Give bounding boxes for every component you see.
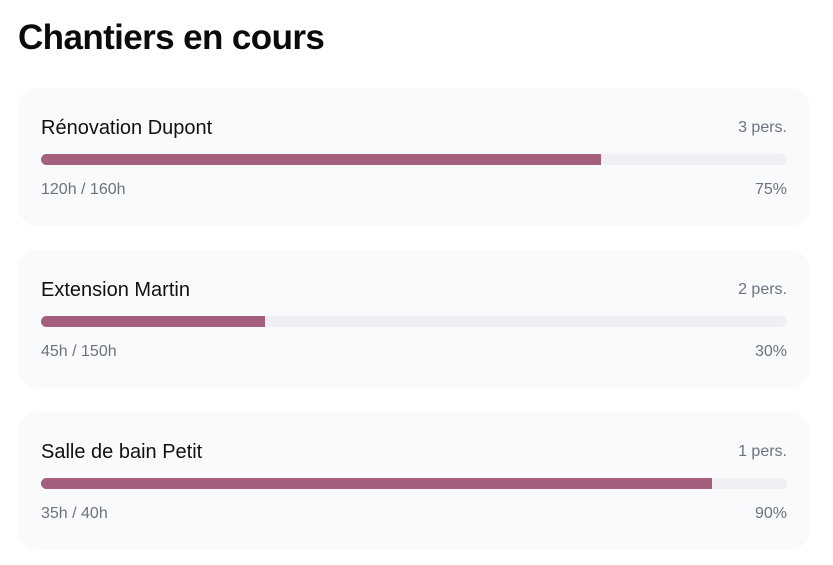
project-hours: 120h / 160h [41,181,126,198]
project-people: 3 pers. [738,119,787,136]
progress-track [41,316,787,327]
progress-fill [41,478,713,489]
project-people: 1 pers. [738,443,787,460]
project-card[interactable]: Salle de bain Petit 1 pers. 35h / 40h 90% [18,412,810,550]
progress-percent: 90% [754,505,787,522]
progress-percent: 75% [754,181,787,198]
project-name: Salle de bain Petit [41,441,203,463]
progress-track [41,478,787,489]
progress-fill [41,316,265,327]
project-hours: 35h / 40h [41,505,108,522]
project-people: 2 pers. [738,281,787,298]
project-card[interactable]: Extension Martin 2 pers. 45h / 150h 30% [18,250,810,388]
project-name: Rénovation Dupont [41,117,213,139]
project-card[interactable]: Rénovation Dupont 3 pers. 120h / 160h 75% [18,88,810,226]
progress-fill [41,154,601,165]
progress-track [41,154,787,165]
page-title: Chantiers en cours [18,18,325,57]
project-hours: 45h / 150h [41,343,117,360]
progress-percent: 30% [754,343,787,360]
project-name: Extension Martin [41,279,190,301]
